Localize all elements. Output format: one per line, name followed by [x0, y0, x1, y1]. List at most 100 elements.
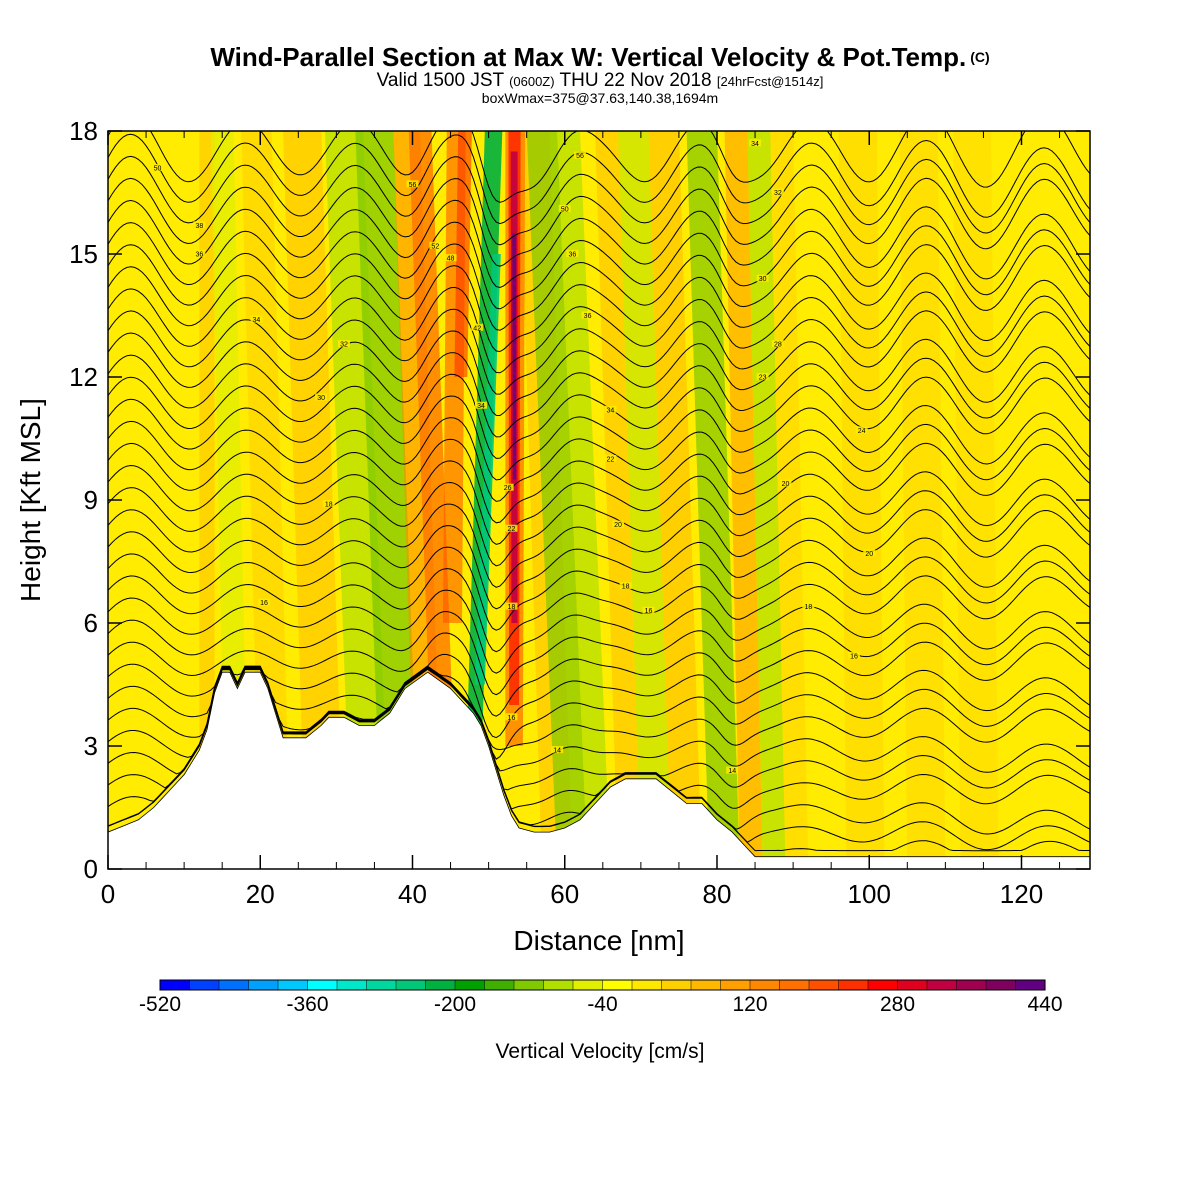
potential-temperature-contours [108, 131, 1090, 852]
colorbar-tick-label: -40 [587, 993, 617, 1016]
contour-label-text: 30 [759, 276, 767, 283]
contour-label-text: 34 [477, 403, 485, 410]
colorbar-swatch [395, 979, 427, 991]
contour-label-text: 24 [858, 428, 866, 435]
colorbar-swatch [985, 979, 1017, 991]
w-band [618, 131, 672, 869]
x-tick-label: 20 [246, 879, 275, 909]
w-band [747, 131, 786, 869]
theta-contour [108, 546, 1090, 631]
colorbar-swatch [1015, 979, 1046, 991]
contour-label-bg [471, 323, 484, 331]
contour-label-bg [848, 651, 861, 659]
contour-label-text: 14 [553, 748, 561, 755]
colorbar-swatch [248, 979, 279, 991]
contour-label-text: 36 [584, 313, 592, 320]
theta-contour [108, 665, 1090, 760]
theta-contour [108, 438, 1090, 524]
theta-contour [108, 265, 1090, 353]
contour-label-bg [551, 746, 564, 754]
x-tick-label: 80 [703, 879, 732, 909]
colorbar-swatch [484, 979, 515, 991]
contour-label-text: 16 [508, 715, 516, 722]
chart-title: Wind-Parallel Section at Max W: Vertical… [0, 42, 1200, 72]
contour-label-bg [612, 520, 625, 528]
contour-label-bg [193, 221, 206, 229]
theta-contour [108, 199, 1090, 289]
theta-contour [108, 133, 1090, 225]
contour-label-text: 50 [154, 165, 162, 172]
x-tick-label: 60 [550, 879, 579, 909]
w-band [686, 131, 740, 869]
contour-label: 23 [756, 373, 769, 382]
contour-label: 22 [505, 524, 518, 533]
contour-label-text: 32 [774, 190, 782, 197]
theta-contour [108, 632, 1090, 717]
w-band [324, 131, 390, 869]
w-core [454, 131, 472, 377]
contour-label-text: 30 [317, 395, 325, 402]
theta-contour [108, 653, 1090, 739]
colorbar-swatch [690, 979, 722, 991]
contour-label-bg [756, 274, 769, 282]
y-tick-label: 6 [84, 608, 98, 638]
colorbar-swatch [543, 979, 574, 991]
contour-label: 20 [612, 520, 625, 529]
contour-label-text: 16 [645, 608, 653, 615]
contour-label-bg [863, 549, 876, 557]
colorbar-swatch [956, 979, 987, 991]
contour-label-text: 18 [622, 584, 630, 591]
contour-label-text: 16 [850, 653, 858, 660]
w-band [952, 131, 999, 869]
contour-label-bg [475, 401, 488, 409]
contour-label: 20 [779, 479, 792, 488]
y-tick-label: 15 [69, 239, 98, 269]
contour-label-bg [337, 340, 350, 348]
w-band [526, 131, 588, 869]
w-core [474, 254, 501, 685]
contour-label: 18 [505, 602, 518, 611]
contour-label-bg [581, 311, 594, 319]
contour-label: 30 [756, 274, 769, 283]
contour-label: 36 [193, 250, 206, 259]
contour-label: 30 [315, 393, 328, 402]
theta-contour [108, 481, 1090, 567]
theta-contour [108, 330, 1090, 417]
contour-label-bg [749, 139, 762, 147]
contour-label-bg [771, 188, 784, 196]
contour-label-text: 42 [473, 325, 481, 332]
colorbar-swatch [897, 979, 928, 991]
contour-label-bg [315, 393, 328, 401]
contour-label-bg [619, 582, 632, 590]
theta-contour [108, 352, 1090, 438]
x-tick-label: 120 [1000, 879, 1043, 909]
contour-label: 50 [151, 163, 164, 172]
y-tick-label: 12 [69, 362, 98, 392]
contour-label-text: 22 [607, 457, 615, 464]
contour-label-bg [604, 455, 617, 462]
contour-label: 16 [642, 606, 655, 615]
terrain-profile [108, 671, 1090, 869]
x-axis-title: Distance [nm] [513, 925, 684, 956]
subtitle-date: THU 22 Nov 2018 [559, 70, 712, 91]
chart-subtitle-2: boxWmax=375@37.63,140.38,1694m [481, 90, 719, 106]
colorbar-swatch [336, 979, 368, 991]
contour-label-text: 32 [340, 342, 348, 349]
colorbar-tick-label: -360 [286, 993, 328, 1016]
contour-label-bg [573, 151, 586, 159]
colorbar-swatch [277, 979, 309, 991]
contour-label-text: 26 [504, 485, 512, 492]
contour-label: 34 [604, 405, 617, 414]
contour-label: 32 [771, 188, 784, 197]
theta-contour [108, 221, 1090, 310]
x-tick-label: 100 [848, 879, 891, 909]
colorbar-tick-label: 280 [880, 993, 915, 1016]
theta-contour [108, 503, 1090, 588]
theta-contour [108, 460, 1090, 545]
contour-label-bg [642, 606, 655, 614]
chart-title-text: Wind-Parallel Section at Max W: Vertical… [210, 42, 967, 72]
x-tick-label: 0 [101, 879, 115, 909]
terrain-mask [108, 671, 1090, 869]
contour-label-bg [802, 602, 815, 610]
